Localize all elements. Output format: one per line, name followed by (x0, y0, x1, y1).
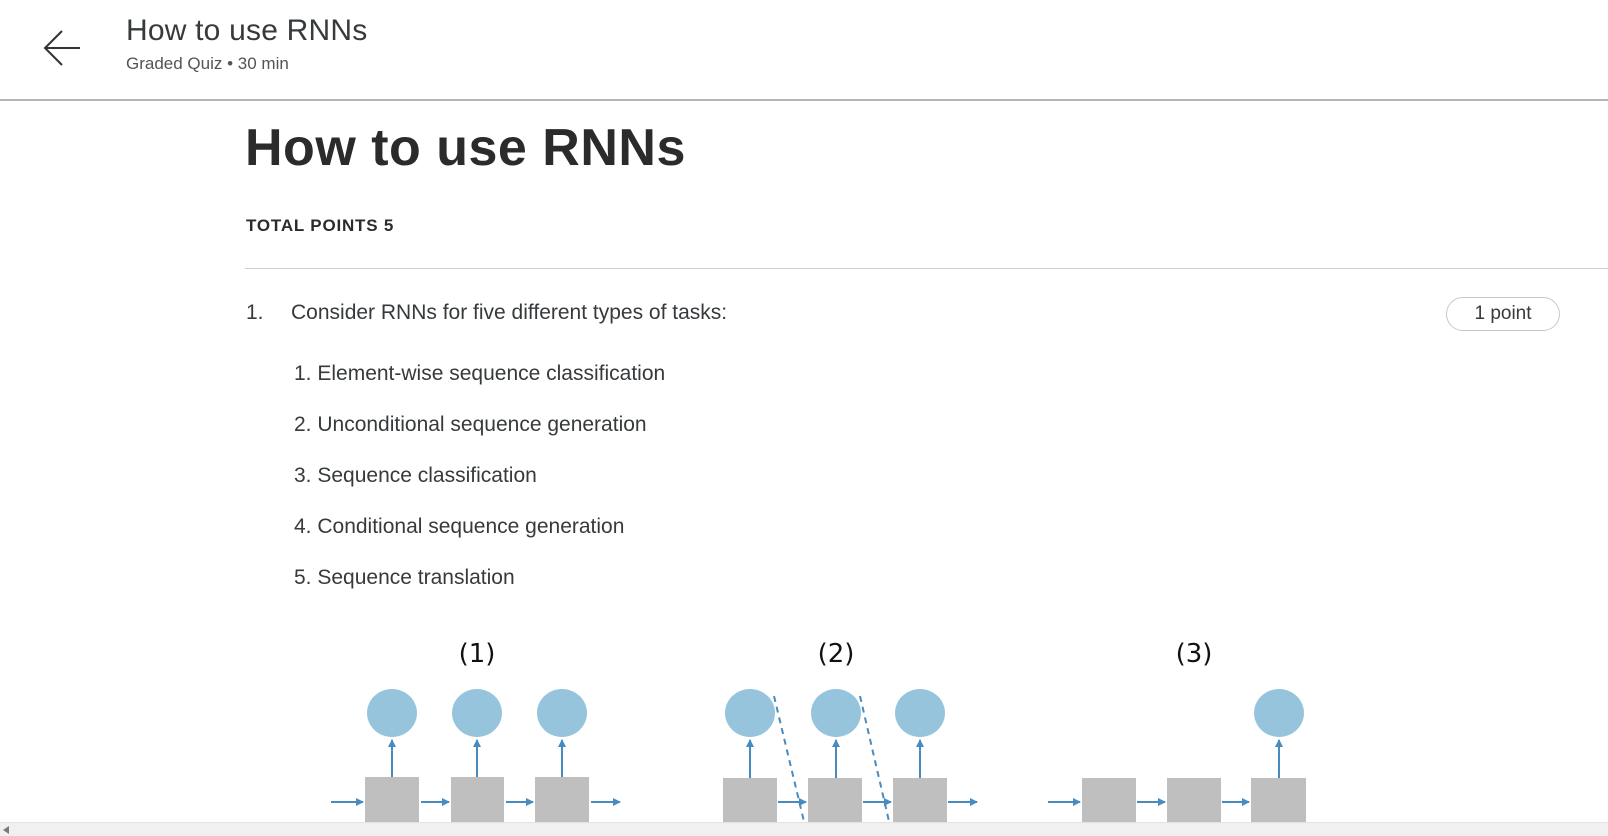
top-header: How to use RNNs Graded Quiz • 30 min (0, 0, 1608, 101)
rnn-diagram: (1) (2) (3) (0, 630, 1608, 836)
header-title: How to use RNNs (126, 14, 368, 47)
list-item: 2. Unconditional sequence generation (294, 413, 647, 436)
output-node (1254, 689, 1304, 737)
rnn-diagram-svg: (1) (2) (3) (331, 639, 1306, 836)
scroll-left-icon[interactable] (3, 826, 9, 834)
question-number: 1. (246, 301, 264, 324)
panel-label-2: (2) (818, 639, 855, 669)
points-badge: 1 point (1446, 297, 1560, 331)
output-node (452, 689, 502, 737)
output-node (725, 689, 775, 737)
header-subtitle: Graded Quiz • 30 min (126, 54, 289, 73)
panel-2-diagram (723, 689, 978, 836)
output-node (895, 689, 945, 737)
feedback-dashed-line (773, 695, 807, 831)
question-text: Consider RNNs for five different types o… (291, 301, 728, 324)
list-item: 5. Sequence translation (294, 566, 515, 589)
feedback-dashed-line (859, 695, 892, 831)
arrow-left-icon (43, 30, 80, 66)
panel-label-3: (3) (1176, 639, 1213, 669)
panel-3-diagram (1048, 689, 1306, 836)
divider (245, 268, 1608, 269)
horizontal-scrollbar[interactable] (0, 822, 1608, 836)
panel-1-diagram (331, 689, 621, 836)
back-button[interactable] (40, 26, 84, 70)
output-node (811, 689, 861, 737)
output-node (367, 689, 417, 737)
list-item: 1. Element-wise sequence classification (294, 362, 666, 385)
list-item: 3. Sequence classification (294, 464, 537, 487)
page-title: How to use RNNs (245, 119, 686, 177)
list-item: 4. Conditional sequence generation (294, 515, 625, 538)
total-points: TOTAL POINTS 5 (246, 216, 395, 235)
output-node (537, 689, 587, 737)
panel-label-1: (1) (459, 639, 496, 669)
